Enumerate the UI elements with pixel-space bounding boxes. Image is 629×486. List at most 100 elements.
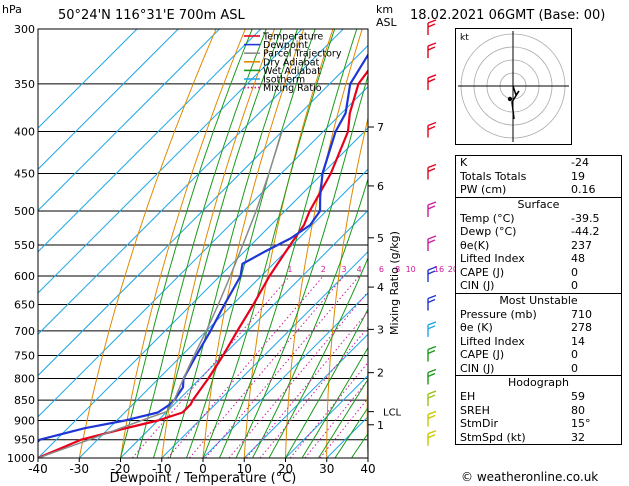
wind-barb-flag xyxy=(427,430,437,435)
isotherm-line xyxy=(38,29,179,170)
km-tick-label: 3 xyxy=(377,323,384,336)
mixing-ratio-label: 1 xyxy=(287,265,292,274)
wind-barb-flag xyxy=(427,372,436,378)
wind-barb-flag xyxy=(427,163,437,169)
pressure-tick-label: 900 xyxy=(14,414,35,427)
wet-adiabat-line xyxy=(169,29,298,458)
hodo-row: SREH 80 xyxy=(460,403,585,417)
surface-row: θe(K) 237 xyxy=(460,238,592,252)
wind-barbs xyxy=(427,19,437,446)
x-tick-label: 40 xyxy=(360,462,375,476)
surface-row: Lifted Index 48 xyxy=(460,252,585,265)
profiles xyxy=(38,52,368,458)
wind-barb-flag xyxy=(427,345,437,351)
mu-row: θe (K) 278 xyxy=(460,321,592,334)
mixing-ratio-label: 16 xyxy=(434,265,444,274)
legend-label: Dewpoint xyxy=(263,40,308,51)
wet-adiabat-line xyxy=(285,308,368,458)
dry-adiabat-line xyxy=(285,29,363,458)
wet-adiabat-line xyxy=(202,29,336,458)
km-tick-label: 7 xyxy=(377,121,384,134)
wind-barb-flag xyxy=(427,74,437,79)
legend-label: Wet Adiabat xyxy=(263,66,321,77)
x-tick-label: 10 xyxy=(237,462,252,476)
pressure-tick-label: 550 xyxy=(14,239,35,252)
wind-barb-flag xyxy=(427,121,437,127)
most-unstable-title: Most Unstable xyxy=(499,293,578,307)
mu-row: Lifted Index 14 xyxy=(460,334,585,348)
datetime-title: 18.02.2021 06GMT (Base: 00) xyxy=(410,8,606,23)
wind-barb-flag xyxy=(427,368,437,374)
pressure-tick-label: 650 xyxy=(14,299,35,312)
mixing-ratio-line xyxy=(246,310,368,458)
isotherm-line xyxy=(285,374,368,458)
x-tick-label: -20 xyxy=(111,462,131,476)
hodo-row: EH 59 xyxy=(460,390,585,403)
index-row-k: K -24 xyxy=(460,156,589,169)
copyright-footer[interactable]: © weatheronline.co.uk xyxy=(461,470,599,484)
hpa-label: hPa xyxy=(2,3,22,16)
mu-row: Pressure (mb) 710 xyxy=(460,307,592,321)
wind-barb-flag xyxy=(427,239,436,244)
isotherm-line xyxy=(38,29,220,212)
wind-barb-flag xyxy=(427,294,437,300)
wet-adiabat-line xyxy=(252,177,368,458)
km-tick-label: 4 xyxy=(377,281,384,294)
pressure-tick-label: 600 xyxy=(14,270,35,283)
x-axis-label: Dewpoint / Temperature (°C) xyxy=(110,471,297,486)
wet-adiabat-line xyxy=(136,29,267,458)
x-tick-label: -30 xyxy=(69,462,89,476)
wind-barb-flag xyxy=(427,410,437,416)
legend-label: Dry Adiabat xyxy=(263,57,320,68)
isotherm-line xyxy=(38,86,368,418)
temperature-line xyxy=(38,69,368,458)
mixing-ratio-line xyxy=(131,275,291,458)
isotherm-line xyxy=(243,333,368,458)
dry-adiabat-line xyxy=(243,29,334,458)
isotherm-line xyxy=(38,29,262,253)
mixing-ratio-label: 6 xyxy=(379,265,384,274)
wind-barb-flag xyxy=(427,394,436,399)
wind-barb-flag xyxy=(427,349,436,355)
background-lines xyxy=(38,29,368,458)
x-tick-label: -10 xyxy=(152,462,172,476)
wind-barb-flag xyxy=(427,390,437,395)
index-row-pw: PW (cm) 0.16 xyxy=(460,183,596,196)
mixing-ratio-label: 3 xyxy=(341,265,346,274)
hodograph-title: Hodograph xyxy=(508,376,569,389)
isotherm-line xyxy=(38,29,303,294)
pressure-tick-label: 500 xyxy=(14,205,35,218)
wind-barb-flag xyxy=(427,167,436,173)
wind-barb-flag xyxy=(427,298,436,304)
location-title: 50°24'N 116°31'E 700m ASL xyxy=(58,8,245,23)
asl-label: ASL xyxy=(376,16,398,29)
isotherm-line xyxy=(78,168,368,458)
x-tick-label: 0 xyxy=(199,462,207,476)
legend-label: Mixing Ratio xyxy=(263,83,322,94)
pressure-tick-label: 800 xyxy=(14,372,35,385)
hodograph-unit-label: kt xyxy=(460,33,469,43)
km-tick-label: 2 xyxy=(377,367,384,380)
axes: 3003504004505005506006507007508008509009… xyxy=(7,23,472,476)
mu-row: CIN (J) 0 xyxy=(460,361,578,375)
wind-barb-flag xyxy=(427,78,436,83)
wind-barb-flag xyxy=(427,414,436,420)
wet-adiabat-line xyxy=(268,256,368,458)
km-tick-label: 1 xyxy=(377,419,384,432)
legend-label: Parcel Trajectory xyxy=(263,49,342,60)
km-tick-label: 5 xyxy=(377,232,384,245)
most-unstable-section: Most Unstable Pressure (mb) 710 θe (K) 278… xyxy=(456,292,621,376)
parcel-trajectory-line xyxy=(38,131,283,458)
hodo-row: StmDir 15° xyxy=(460,417,591,430)
x-tick-label: 20 xyxy=(278,462,293,476)
pressure-tick-label: 1000 xyxy=(7,452,35,465)
pressure-tick-label: 850 xyxy=(14,394,35,407)
hodograph-trace xyxy=(511,85,520,120)
wet-adiabat-line xyxy=(301,346,368,458)
km-tick-label: 6 xyxy=(377,180,384,193)
indices-table: K -24 Totals Totals 19 PW (cm) 0.16 Surface… xyxy=(455,155,622,445)
dry-adiabat-line xyxy=(202,29,305,458)
isotherm-line xyxy=(38,127,368,458)
